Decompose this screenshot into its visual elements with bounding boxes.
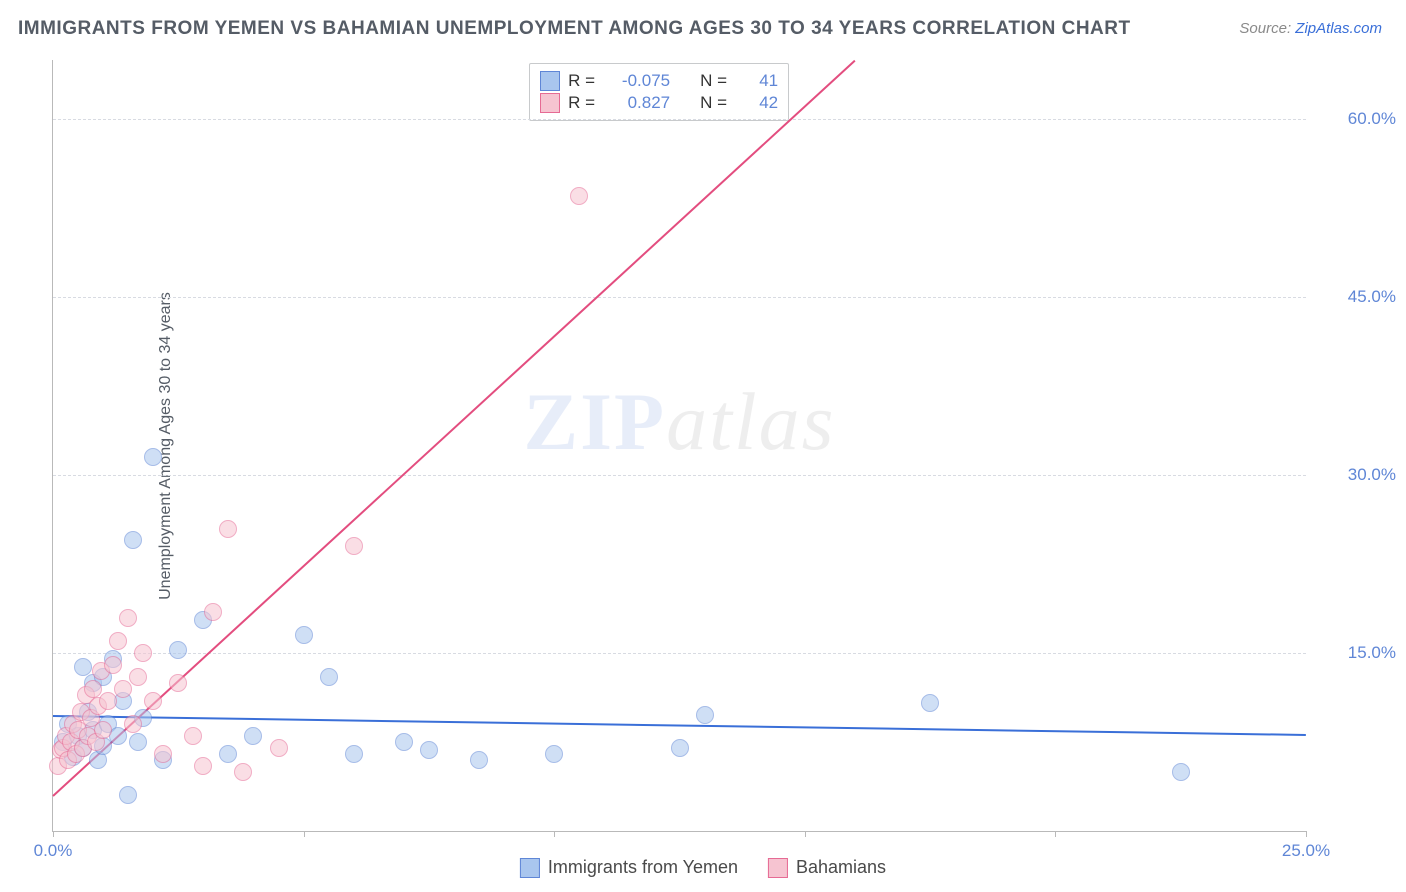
data-point	[219, 520, 237, 538]
data-point	[345, 537, 363, 555]
watermark: ZIPatlas	[523, 375, 835, 469]
y-tick-label: 30.0%	[1316, 465, 1396, 485]
data-point	[204, 603, 222, 621]
data-point	[129, 733, 147, 751]
legend-n-value: 42	[742, 93, 778, 113]
gridline-h	[53, 475, 1306, 476]
y-tick-label: 15.0%	[1316, 643, 1396, 663]
legend-item-label: Immigrants from Yemen	[548, 857, 738, 878]
watermark-zip: ZIP	[523, 376, 666, 467]
gridline-h	[53, 119, 1306, 120]
x-tick-mark	[554, 831, 555, 837]
data-point	[119, 786, 137, 804]
legend-r-value: -0.075	[610, 71, 670, 91]
chart-title: IMMIGRANTS FROM YEMEN VS BAHAMIAN UNEMPL…	[18, 18, 1131, 40]
data-point	[99, 692, 117, 710]
data-point	[114, 680, 132, 698]
trend-line	[53, 715, 1306, 736]
data-point	[219, 745, 237, 763]
gridline-h	[53, 297, 1306, 298]
data-point	[420, 741, 438, 759]
data-point	[270, 739, 288, 757]
legend-swatch	[520, 858, 540, 878]
source-attribution: Source: ZipAtlas.com	[1239, 20, 1382, 37]
data-point	[345, 745, 363, 763]
data-point	[169, 674, 187, 692]
data-point	[94, 721, 112, 739]
data-point	[104, 656, 122, 674]
x-tick-mark	[805, 831, 806, 837]
data-point	[154, 745, 172, 763]
source-link[interactable]: ZipAtlas.com	[1295, 20, 1382, 37]
legend-n-value: 41	[742, 71, 778, 91]
data-point	[109, 632, 127, 650]
x-tick-mark	[304, 831, 305, 837]
legend-r-label: R =	[568, 93, 602, 113]
x-tick-mark	[1306, 831, 1307, 837]
legend-r-label: R =	[568, 71, 602, 91]
data-point	[124, 715, 142, 733]
x-tick-mark	[53, 831, 54, 837]
legend-n-label: N =	[700, 93, 734, 113]
data-point	[169, 641, 187, 659]
legend-item-label: Bahamians	[796, 857, 886, 878]
data-point	[295, 626, 313, 644]
legend-row: R = -0.075 N = 41	[540, 71, 778, 91]
data-point	[234, 763, 252, 781]
legend-n-label: N =	[700, 71, 734, 91]
x-tick-mark	[1055, 831, 1056, 837]
legend-swatch	[540, 93, 560, 113]
data-point	[320, 668, 338, 686]
data-point	[119, 609, 137, 627]
x-tick-label: 0.0%	[34, 841, 73, 861]
gridline-h	[53, 653, 1306, 654]
data-point	[1172, 763, 1190, 781]
data-point	[134, 644, 152, 662]
data-point	[144, 448, 162, 466]
source-prefix: Source:	[1239, 20, 1295, 37]
legend-row: R = 0.827 N = 42	[540, 93, 778, 113]
watermark-atlas: atlas	[666, 376, 835, 467]
data-point	[696, 706, 714, 724]
scatter-plot: ZIPatlas R =-0.075N =41R =0.827N =42 15.…	[52, 60, 1306, 832]
correlation-legend: R = -0.075 N = 41 R = 0.827 N = 42	[529, 63, 789, 121]
legend-r-value: 0.827	[610, 93, 670, 113]
data-point	[545, 745, 563, 763]
data-point	[194, 757, 212, 775]
data-point	[124, 531, 142, 549]
x-tick-label: 25.0%	[1282, 841, 1330, 861]
data-point	[671, 739, 689, 757]
data-point	[184, 727, 202, 745]
y-tick-label: 45.0%	[1316, 287, 1396, 307]
data-point	[144, 692, 162, 710]
data-point	[244, 727, 262, 745]
series-legend: Immigrants from Yemen Bahamians	[520, 857, 886, 878]
data-point	[570, 187, 588, 205]
data-point	[395, 733, 413, 751]
legend-swatch	[540, 71, 560, 91]
legend-item: Immigrants from Yemen	[520, 857, 738, 878]
data-point	[129, 668, 147, 686]
legend-swatch	[768, 858, 788, 878]
data-point	[921, 694, 939, 712]
y-tick-label: 60.0%	[1316, 109, 1396, 129]
data-point	[470, 751, 488, 769]
legend-item: Bahamians	[768, 857, 886, 878]
